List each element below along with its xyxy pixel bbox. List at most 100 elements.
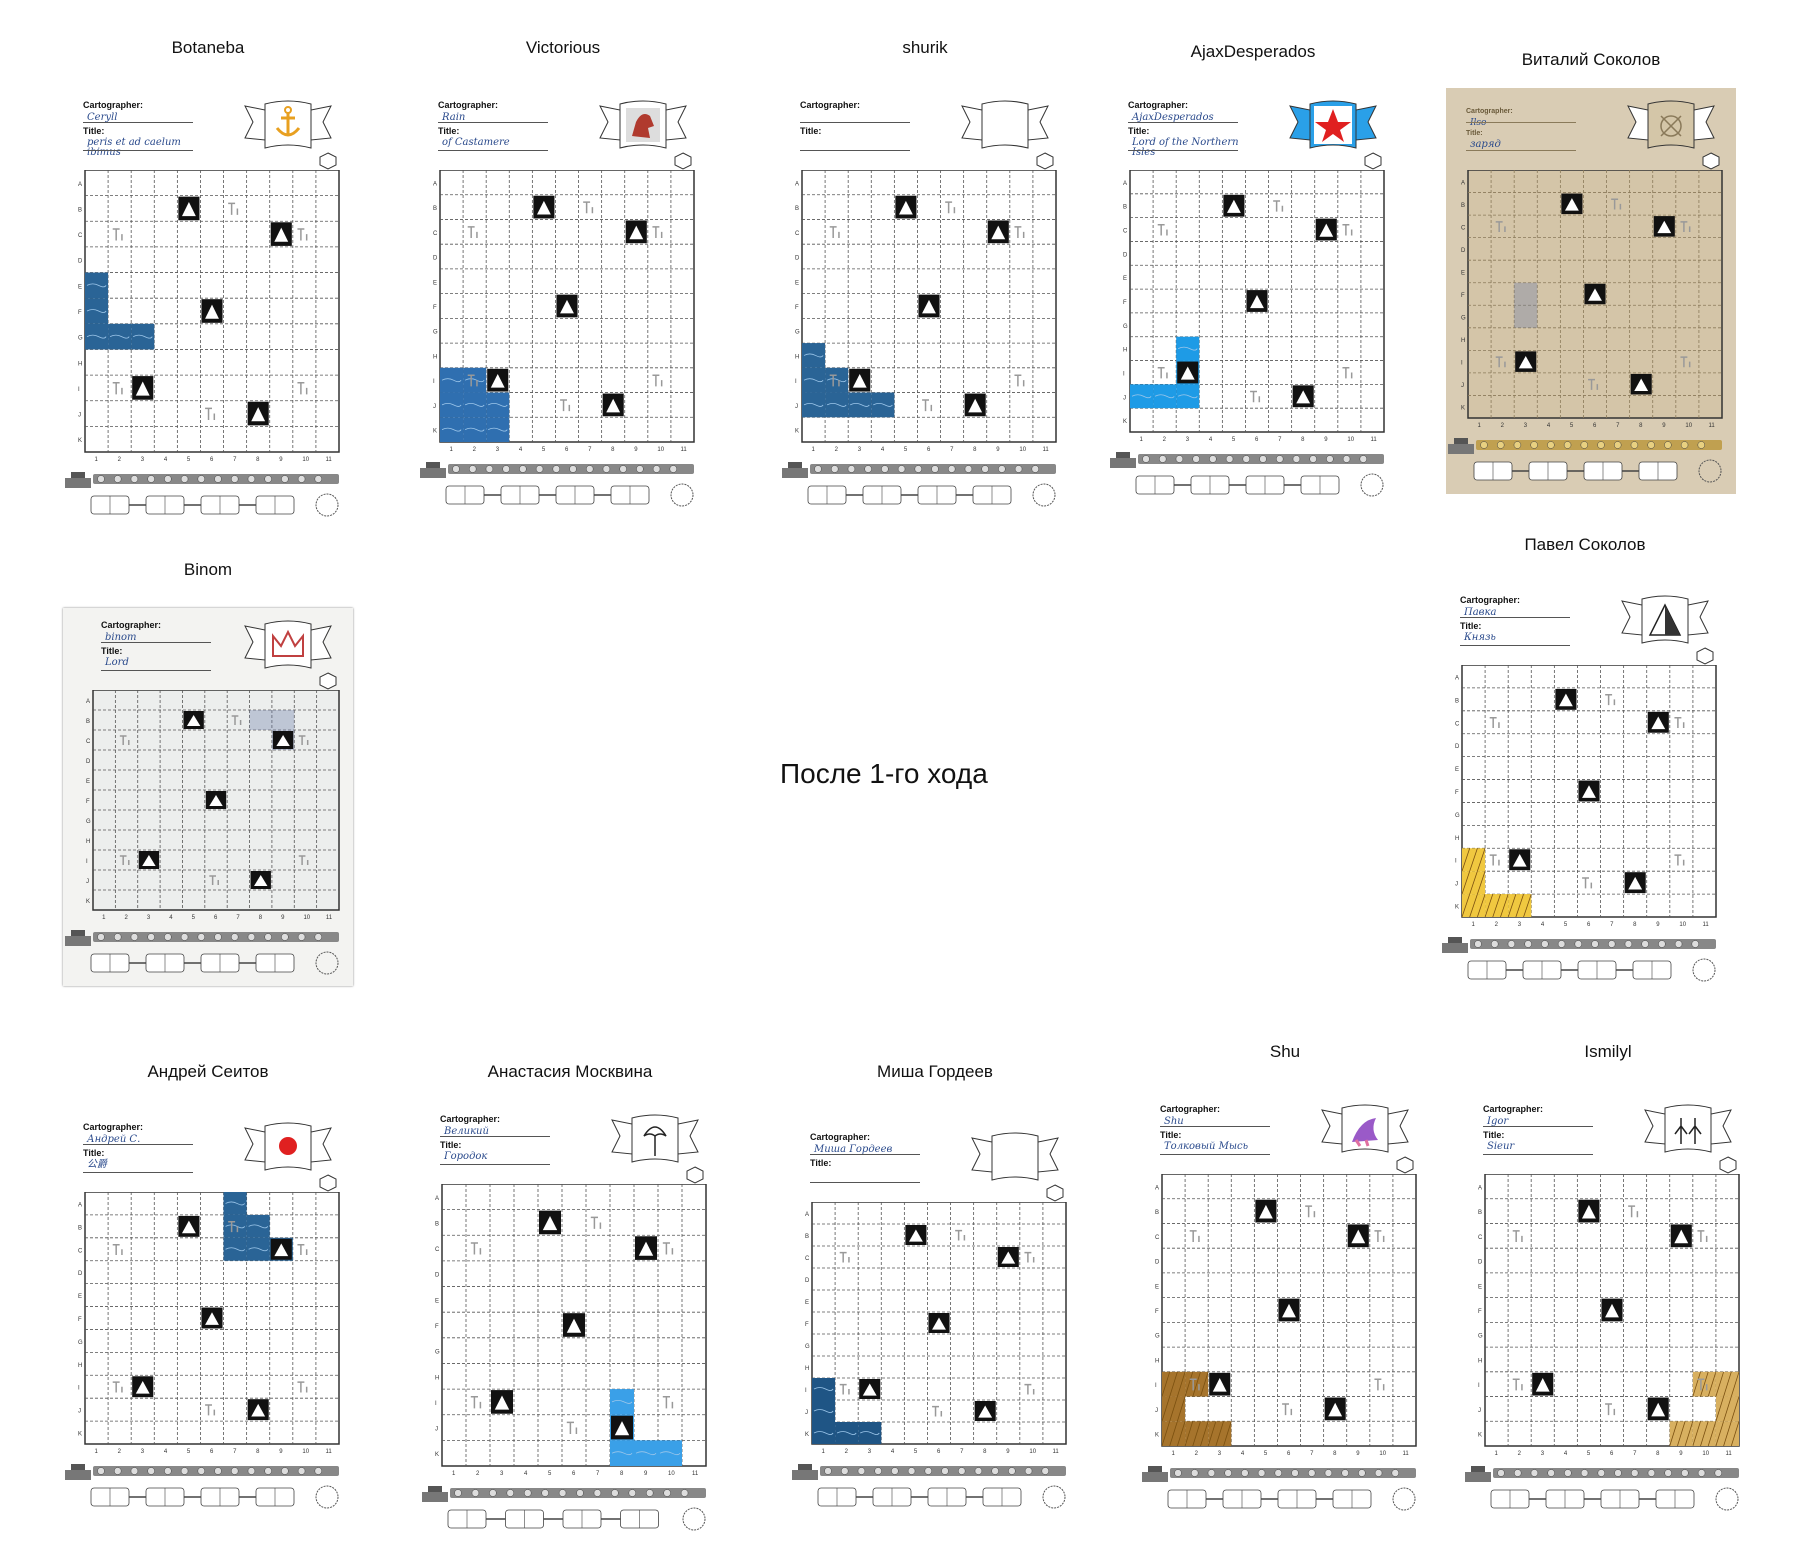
row-label: I <box>795 379 797 385</box>
mountain-icon <box>1515 351 1537 372</box>
column-label: 11 <box>325 1449 332 1455</box>
filled-cell <box>610 1440 634 1466</box>
filled-cell <box>246 1237 270 1261</box>
column-label: 2 <box>125 915 129 921</box>
mountain-icon <box>1509 849 1531 871</box>
score-tracks <box>1110 452 1384 497</box>
cartographer-label: Cartographer: <box>83 100 144 110</box>
row-label: H <box>805 1366 809 1372</box>
underline <box>1483 1126 1593 1127</box>
level-badge <box>319 1174 337 1192</box>
map-sheet: Cartographer: Павка Title: Князь A B C D E F G H I J K… <box>1440 583 1730 993</box>
column-label: 3 <box>1186 437 1190 443</box>
cartographer-value: Rain <box>442 112 466 123</box>
column-label: 2 <box>118 457 122 463</box>
row-label: G <box>86 819 91 825</box>
cartographer-label: Cartographer: <box>440 1114 501 1124</box>
row-label: B <box>78 207 82 213</box>
level-badge <box>319 152 337 170</box>
filled-cell <box>1153 384 1177 409</box>
level-badge <box>1696 647 1714 665</box>
column-label: 4 <box>881 447 885 453</box>
row-label: H <box>433 354 437 360</box>
mountain-icon <box>1177 361 1199 384</box>
column-label: 9 <box>279 1449 283 1455</box>
row-label: A <box>1155 1185 1159 1191</box>
column-label: 1 <box>1495 1451 1499 1457</box>
row-label: G <box>78 336 83 342</box>
row-label: H <box>1455 836 1459 842</box>
map-grid: A B C D E F G H I J K 1 2 3 4 5 6 7 8 9 10 11 <box>1123 170 1385 443</box>
column-label: 7 <box>233 457 237 463</box>
filled-cell <box>85 272 109 299</box>
filled-cell <box>1130 384 1154 409</box>
title-label: Title: <box>440 1140 462 1150</box>
map-grid: A B C D E F G H I J K 1 2 3 4 5 6 7 8 9 10 11 <box>78 1192 340 1455</box>
column-label: 1 <box>1478 423 1482 429</box>
mountain-icon <box>1578 1199 1600 1223</box>
row-label: G <box>795 330 800 336</box>
column-label: 11 <box>1708 423 1715 429</box>
column-label: 10 <box>1019 447 1026 453</box>
column-label: 1 <box>452 1471 456 1477</box>
ruins-icon <box>662 1396 674 1409</box>
column-label: 3 <box>500 1471 504 1477</box>
column-label: 5 <box>187 457 191 463</box>
row-label: J <box>1455 882 1458 888</box>
player-name: Ismilyl <box>1584 1042 1632 1061</box>
row-label: C <box>1455 721 1460 727</box>
map-sheet: Cartographer: Ilso Title: заряд A B C D E F G H I J K 1… <box>1446 88 1736 494</box>
title-value: Городок <box>444 1151 488 1162</box>
column-label: 7 <box>1278 437 1282 443</box>
ruins-icon <box>829 226 840 238</box>
title-value: peris et ad caelum ibimus <box>87 137 181 158</box>
underline <box>101 642 211 643</box>
filled-cell <box>223 1214 247 1238</box>
title-value: Князь <box>1464 632 1496 643</box>
level-badge <box>1046 1184 1064 1202</box>
column-label: 2 <box>835 447 839 453</box>
cartographer-label: Cartographer: <box>1160 1104 1221 1114</box>
column-label: 3 <box>141 1449 145 1455</box>
row-label: E <box>78 1294 82 1300</box>
column-label: 6 <box>1255 437 1259 443</box>
ruins-icon <box>1489 854 1500 866</box>
banner <box>961 100 1049 149</box>
title-label: Title: <box>810 1158 832 1168</box>
mountain-icon <box>918 294 940 318</box>
row-label: K <box>1155 1433 1159 1439</box>
map-sheet: Cartographer: Igor Title: Sieur A B C D E F G H I J K 1… <box>1463 1092 1753 1522</box>
ruins-icon <box>566 1421 578 1434</box>
column-label: 7 <box>1310 1451 1314 1457</box>
row-label: C <box>1478 1235 1483 1241</box>
map-grid: A B C D E F G H I J K 1 2 3 4 5 6 7 8 9 10 11 <box>435 1184 707 1477</box>
row-label: I <box>435 1401 437 1407</box>
cartographer-label: Cartographer: <box>1466 108 1513 115</box>
row-label: H <box>1155 1358 1159 1364</box>
row-label: K <box>795 429 799 435</box>
mountain-icon <box>178 1215 200 1237</box>
ruins-icon <box>112 382 123 395</box>
column-label: 8 <box>620 1471 624 1477</box>
column-label: 3 <box>147 915 151 921</box>
row-label: I <box>433 379 435 385</box>
column-label: 6 <box>1610 1451 1614 1457</box>
ruins-icon <box>1489 716 1500 728</box>
mountain-icon <box>1647 1397 1669 1421</box>
filled-cell <box>85 323 109 350</box>
column-label: 7 <box>236 915 240 921</box>
row-label: J <box>1461 383 1464 389</box>
row-label: I <box>805 1388 807 1394</box>
pyramid-icon <box>1648 603 1682 636</box>
row-label: A <box>795 181 799 187</box>
column-label: 4 <box>1564 1451 1568 1457</box>
mountain-icon <box>974 1401 996 1421</box>
column-label: 5 <box>904 447 908 453</box>
row-label: J <box>1478 1408 1481 1414</box>
mountain-icon <box>487 368 509 392</box>
banner <box>971 1132 1059 1181</box>
underline <box>440 1164 550 1165</box>
row-label: K <box>1123 419 1127 425</box>
player-name: Миша Гордеев <box>877 1062 993 1081</box>
column-label: 6 <box>210 1449 214 1455</box>
